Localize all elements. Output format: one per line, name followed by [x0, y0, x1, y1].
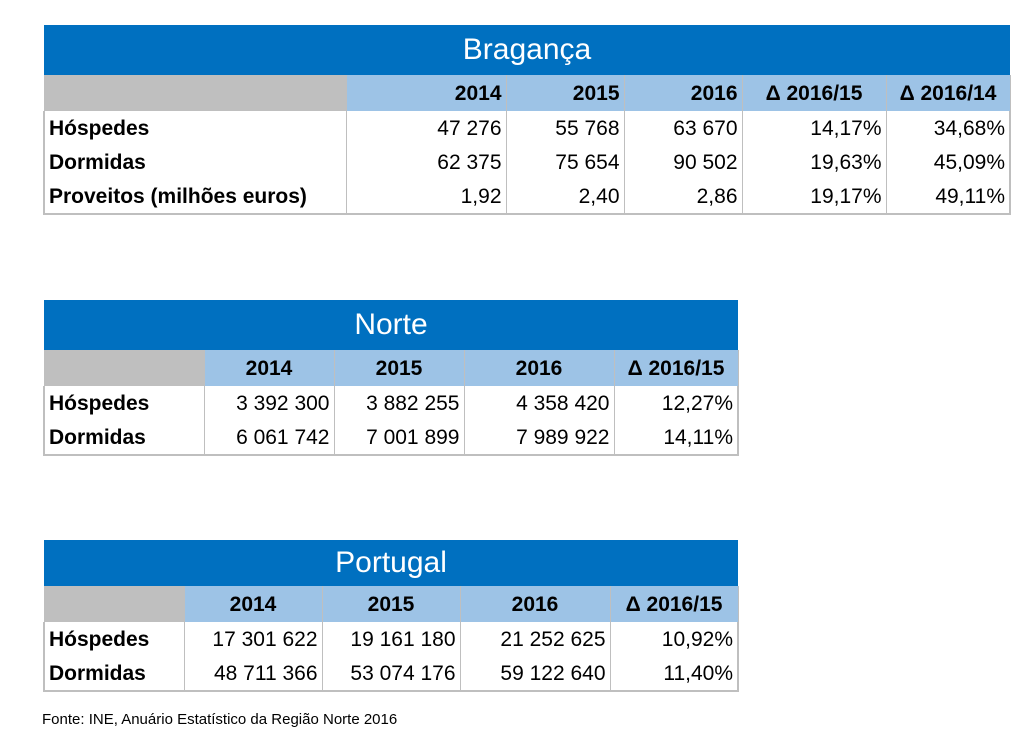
cell: 47 276	[345, 111, 506, 145]
cell: 59 122 640	[459, 656, 610, 692]
cell: 14,11%	[613, 420, 739, 456]
table-row: Hóspedes 3 392 300 3 882 255 4 358 420 1…	[43, 386, 739, 420]
cell: 11,40%	[609, 656, 740, 692]
cell: 75 654	[505, 145, 624, 179]
source-note: Fonte: INE, Anuário Estatístico da Regiã…	[42, 711, 398, 728]
cell: 55 768	[505, 111, 624, 145]
row-label: Proveitos (milhões euros)	[43, 179, 346, 215]
table-row: Dormidas 62 375 75 654 90 502 19,63% 45,…	[43, 145, 1011, 179]
row-label: Dormidas	[43, 145, 346, 179]
table-title: Portugal	[44, 540, 739, 586]
cell: 63 670	[623, 111, 742, 145]
cell: 62 375	[345, 145, 506, 179]
header-corner	[43, 586, 185, 622]
table-row: Hóspedes 47 276 55 768 63 670 14,17% 34,…	[43, 111, 1011, 145]
column-header: 2015	[333, 350, 465, 386]
norte-table: Norte 2014 2015 2016 Δ 2016/15 Hóspedes …	[43, 300, 739, 456]
column-header: Δ 2016/14	[885, 75, 1011, 111]
column-header: 2015	[505, 75, 625, 111]
row-label: Dormidas	[43, 420, 204, 456]
row-label: Hóspedes	[43, 386, 204, 420]
column-header: 2016	[459, 586, 611, 622]
column-header: 2014	[183, 586, 323, 622]
cell: 12,27%	[613, 386, 739, 420]
cell: 1,92	[345, 179, 506, 215]
header-corner	[43, 75, 347, 111]
cell: 10,92%	[609, 622, 740, 656]
cell: 2,86	[623, 179, 742, 215]
cell: 21 252 625	[459, 622, 610, 656]
table-row: Dormidas 6 061 742 7 001 899 7 989 922 1…	[43, 420, 739, 456]
column-header: 2016	[623, 75, 743, 111]
cell: 19,17%	[741, 179, 886, 215]
header-corner	[43, 350, 205, 386]
cell: 3 882 255	[333, 386, 464, 420]
table-row: Hóspedes 17 301 622 19 161 180 21 252 62…	[43, 622, 740, 656]
column-header: 2015	[321, 586, 461, 622]
cell: 14,17%	[741, 111, 886, 145]
table-title: Norte	[44, 300, 738, 350]
cell: 6 061 742	[203, 420, 334, 456]
column-header: Δ 2016/15	[741, 75, 887, 111]
column-header: 2014	[345, 75, 507, 111]
cell: 49,11%	[885, 179, 1011, 215]
cell: 7 001 899	[333, 420, 464, 456]
table-title: Bragança	[44, 25, 1010, 75]
cell: 19,63%	[741, 145, 886, 179]
row-label: Dormidas	[43, 656, 184, 692]
braganca-table: Bragança 2014 2015 2016 Δ 2016/15 Δ 2016…	[43, 25, 1011, 215]
column-header: Δ 2016/15	[613, 350, 739, 386]
cell: 53 074 176	[321, 656, 460, 692]
cell: 48 711 366	[183, 656, 322, 692]
cell: 2,40	[505, 179, 624, 215]
portugal-table: Portugal 2014 2015 2016 Δ 2016/15 Hósped…	[43, 540, 740, 692]
table-row: Proveitos (milhões euros) 1,92 2,40 2,86…	[43, 179, 1011, 215]
table-row: Dormidas 48 711 366 53 074 176 59 122 64…	[43, 656, 740, 692]
column-header: 2016	[463, 350, 615, 386]
cell: 4 358 420	[463, 386, 614, 420]
cell: 34,68%	[885, 111, 1011, 145]
column-header: 2014	[203, 350, 335, 386]
column-header: Δ 2016/15	[609, 586, 739, 622]
cell: 45,09%	[885, 145, 1011, 179]
cell: 19 161 180	[321, 622, 460, 656]
cell: 90 502	[623, 145, 742, 179]
row-label: Hóspedes	[43, 111, 346, 145]
cell: 17 301 622	[183, 622, 322, 656]
cell: 7 989 922	[463, 420, 614, 456]
row-label: Hóspedes	[43, 622, 184, 656]
cell: 3 392 300	[203, 386, 334, 420]
